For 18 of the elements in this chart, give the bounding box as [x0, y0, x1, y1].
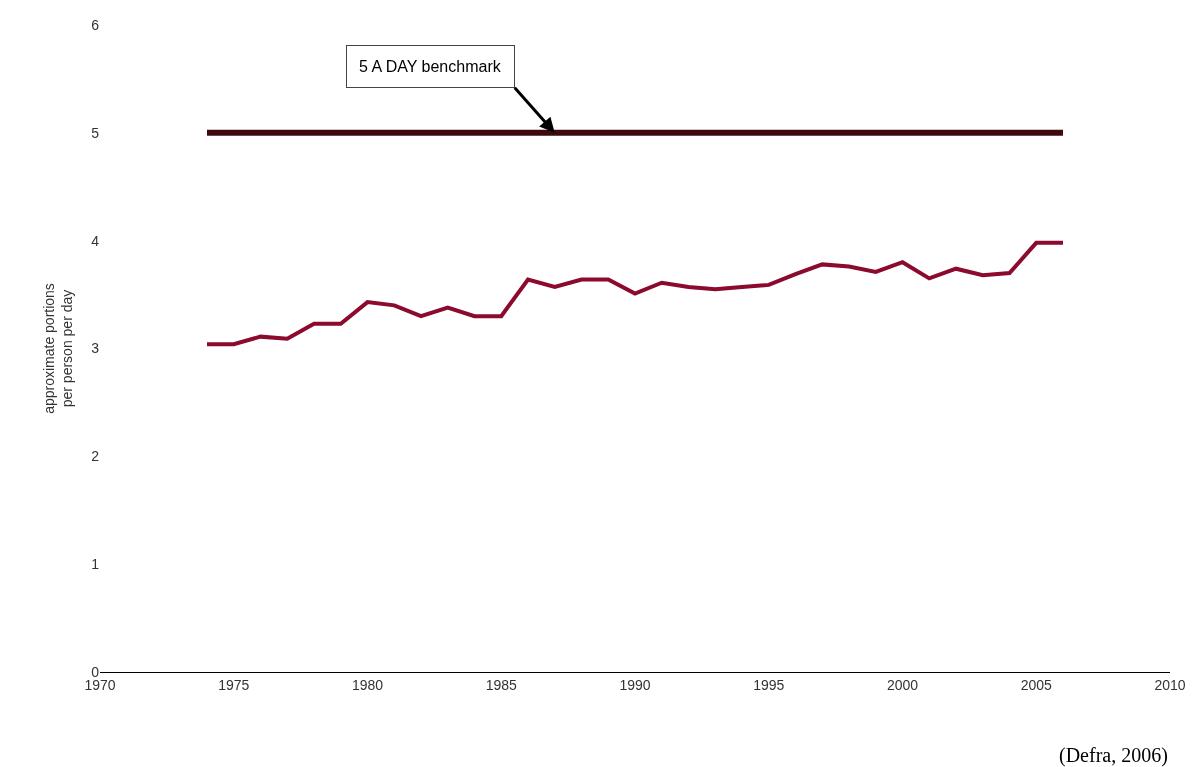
- y-tick-label: 4: [91, 232, 100, 249]
- y-tick-label: 5: [91, 124, 100, 141]
- y-tick-label: 6: [91, 16, 100, 33]
- annotation: 5 A DAY benchmark: [359, 58, 502, 75]
- x-tick-label: 2000: [886, 676, 919, 693]
- text: (Defra, 2006): [1059, 744, 1168, 767]
- y-tick-label: 1: [91, 556, 100, 573]
- x-tick-label: 1990: [619, 676, 651, 693]
- x-tick-label: 1975: [218, 676, 250, 693]
- x-tick-label: 2010: [1154, 676, 1186, 693]
- y-axis-title: approximate portions per person per day: [40, 283, 75, 414]
- y-tick-label: 2: [91, 448, 100, 465]
- x-tick-label: 1985: [485, 676, 518, 693]
- x-tick-label: 1980: [351, 676, 384, 693]
- y-tick-label: 3: [91, 340, 100, 357]
- x-tick-label: 2005: [1020, 676, 1053, 693]
- line-series: [205, 240, 1065, 347]
- x-tick-label: 1995: [753, 676, 785, 693]
